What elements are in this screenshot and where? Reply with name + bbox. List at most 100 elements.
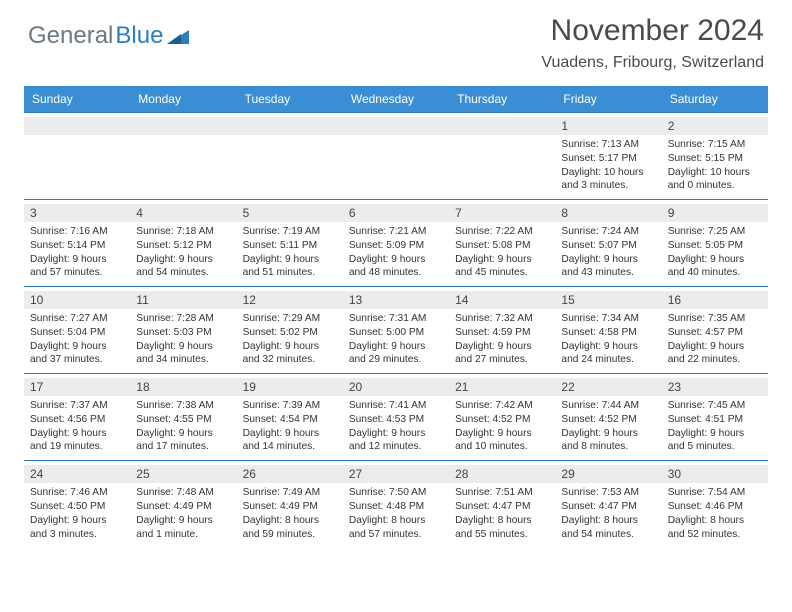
sunrise-text: Sunrise: 7:44 AM: [561, 399, 655, 413]
daylight-text: Daylight: 9 hours and 57 minutes.: [30, 253, 124, 281]
month-title: November 2024: [541, 14, 764, 48]
calendar-grid: SundayMondayTuesdayWednesdayThursdayFrid…: [0, 78, 792, 547]
day-number: 29: [555, 465, 661, 483]
calendar-day-cell: 20 Sunrise: 7:41 AMSunset: 4:53 PMDayligh…: [343, 374, 449, 460]
calendar-day-cell: 4 Sunrise: 7:18 AMSunset: 5:12 PMDaylight…: [130, 200, 236, 286]
sunrise-text: Sunrise: 7:31 AM: [349, 312, 443, 326]
day-info: Sunrise: 7:28 AMSunset: 5:03 PMDaylight:…: [136, 312, 230, 367]
daylight-text: Daylight: 9 hours and 10 minutes.: [455, 427, 549, 455]
weekday-label: Tuesday: [237, 86, 343, 112]
sunset-text: Sunset: 5:07 PM: [561, 239, 655, 253]
daylight-text: Daylight: 9 hours and 32 minutes.: [243, 340, 337, 368]
day-info: Sunrise: 7:19 AMSunset: 5:11 PMDaylight:…: [243, 225, 337, 280]
calendar-day-cell: 18Sunrise: 7:38 AMSunset: 4:55 PMDayligh…: [130, 374, 236, 460]
calendar-week-row: 24 Sunrise: 7:46 AMSunset: 4:50 PMDayligh…: [24, 460, 768, 547]
day-number: 19: [237, 378, 343, 396]
day-number: 24: [24, 465, 130, 483]
weekday-header-row: SundayMondayTuesdayWednesdayThursdayFrid…: [24, 86, 768, 112]
daylight-text: Daylight: 9 hours and 8 minutes.: [561, 427, 655, 455]
sunrise-text: Sunrise: 7:25 AM: [668, 225, 762, 239]
day-number: 4: [130, 204, 236, 222]
daylight-text: Daylight: 9 hours and 40 minutes.: [668, 253, 762, 281]
day-number: 15: [555, 291, 661, 309]
day-number: 16: [662, 291, 768, 309]
sunset-text: Sunset: 4:51 PM: [668, 413, 762, 427]
daylight-text: Daylight: 9 hours and 48 minutes.: [349, 253, 443, 281]
daylight-text: Daylight: 8 hours and 52 minutes.: [668, 514, 762, 542]
day-info: Sunrise: 7:27 AMSunset: 5:04 PMDaylight:…: [30, 312, 124, 367]
daylight-text: Daylight: 9 hours and 1 minute.: [136, 514, 230, 542]
day-number: 13: [343, 291, 449, 309]
sunset-text: Sunset: 5:15 PM: [668, 152, 762, 166]
calendar-day-cell: [130, 113, 236, 199]
day-number: 2: [662, 117, 768, 135]
sunrise-text: Sunrise: 7:24 AM: [561, 225, 655, 239]
day-number: 3: [24, 204, 130, 222]
sunrise-text: Sunrise: 7:13 AM: [561, 138, 655, 152]
daylight-text: Daylight: 8 hours and 54 minutes.: [561, 514, 655, 542]
day-info: Sunrise: 7:18 AMSunset: 5:12 PMDaylight:…: [136, 225, 230, 280]
location-text: Vuadens, Fribourg, Switzerland: [541, 54, 764, 72]
sunrise-text: Sunrise: 7:35 AM: [668, 312, 762, 326]
sunset-text: Sunset: 4:47 PM: [561, 500, 655, 514]
sunset-text: Sunset: 4:49 PM: [136, 500, 230, 514]
day-info: Sunrise: 7:21 AMSunset: 5:09 PMDaylight:…: [349, 225, 443, 280]
daylight-text: Daylight: 9 hours and 3 minutes.: [30, 514, 124, 542]
day-number: [343, 117, 449, 135]
day-number: 26: [237, 465, 343, 483]
brand-part1: General: [28, 22, 113, 50]
weekday-label: Saturday: [662, 86, 768, 112]
calendar-day-cell: 2 Sunrise: 7:15 AMSunset: 5:15 PMDaylight…: [662, 113, 768, 199]
day-number: 23: [662, 378, 768, 396]
day-number: 20: [343, 378, 449, 396]
day-info: Sunrise: 7:15 AMSunset: 5:15 PMDaylight:…: [668, 138, 762, 193]
sunrise-text: Sunrise: 7:18 AM: [136, 225, 230, 239]
day-number: 14: [449, 291, 555, 309]
calendar-day-cell: 26 Sunrise: 7:49 AMSunset: 4:49 PMDayligh…: [237, 461, 343, 547]
calendar-week-row: 10Sunrise: 7:27 AMSunset: 5:04 PMDayligh…: [24, 286, 768, 373]
day-info: Sunrise: 7:42 AMSunset: 4:52 PMDaylight:…: [455, 399, 549, 454]
day-number: 22: [555, 378, 661, 396]
sunset-text: Sunset: 5:11 PM: [243, 239, 337, 253]
calendar-day-cell: 28Sunrise: 7:51 AMSunset: 4:47 PMDayligh…: [449, 461, 555, 547]
calendar-week-row: 1Sunrise: 7:13 AMSunset: 5:17 PMDaylight…: [24, 112, 768, 199]
day-info: Sunrise: 7:51 AMSunset: 4:47 PMDaylight:…: [455, 486, 549, 541]
sunset-text: Sunset: 4:48 PM: [349, 500, 443, 514]
day-number: 17: [24, 378, 130, 396]
weekday-label: Sunday: [24, 86, 130, 112]
day-number: 18: [130, 378, 236, 396]
daylight-text: Daylight: 9 hours and 37 minutes.: [30, 340, 124, 368]
brand-part2: Blue: [115, 22, 163, 50]
sunset-text: Sunset: 4:52 PM: [561, 413, 655, 427]
day-number: 25: [130, 465, 236, 483]
day-info: Sunrise: 7:25 AMSunset: 5:05 PMDaylight:…: [668, 225, 762, 280]
calendar-day-cell: [449, 113, 555, 199]
daylight-text: Daylight: 9 hours and 29 minutes.: [349, 340, 443, 368]
calendar-day-cell: [343, 113, 449, 199]
day-info: Sunrise: 7:44 AMSunset: 4:52 PMDaylight:…: [561, 399, 655, 454]
day-info: Sunrise: 7:41 AMSunset: 4:53 PMDaylight:…: [349, 399, 443, 454]
day-number: 11: [130, 291, 236, 309]
calendar-day-cell: 23Sunrise: 7:45 AMSunset: 4:51 PMDayligh…: [662, 374, 768, 460]
day-info: Sunrise: 7:46 AMSunset: 4:50 PMDaylight:…: [30, 486, 124, 541]
sunrise-text: Sunrise: 7:21 AM: [349, 225, 443, 239]
day-info: Sunrise: 7:34 AMSunset: 4:58 PMDaylight:…: [561, 312, 655, 367]
sunrise-text: Sunrise: 7:46 AM: [30, 486, 124, 500]
calendar-day-cell: 14Sunrise: 7:32 AMSunset: 4:59 PMDayligh…: [449, 287, 555, 373]
sunset-text: Sunset: 4:49 PM: [243, 500, 337, 514]
daylight-text: Daylight: 9 hours and 12 minutes.: [349, 427, 443, 455]
day-info: Sunrise: 7:53 AMSunset: 4:47 PMDaylight:…: [561, 486, 655, 541]
daylight-text: Daylight: 9 hours and 27 minutes.: [455, 340, 549, 368]
calendar-day-cell: 17Sunrise: 7:37 AMSunset: 4:56 PMDayligh…: [24, 374, 130, 460]
sunrise-text: Sunrise: 7:48 AM: [136, 486, 230, 500]
calendar-day-cell: 11 Sunrise: 7:28 AMSunset: 5:03 PMDayligh…: [130, 287, 236, 373]
sunrise-text: Sunrise: 7:51 AM: [455, 486, 549, 500]
sunrise-text: Sunrise: 7:15 AM: [668, 138, 762, 152]
sunrise-text: Sunrise: 7:54 AM: [668, 486, 762, 500]
day-info: Sunrise: 7:49 AMSunset: 4:49 PMDaylight:…: [243, 486, 337, 541]
day-number: 8: [555, 204, 661, 222]
sunrise-text: Sunrise: 7:37 AM: [30, 399, 124, 413]
day-info: Sunrise: 7:22 AMSunset: 5:08 PMDaylight:…: [455, 225, 549, 280]
day-info: Sunrise: 7:24 AMSunset: 5:07 PMDaylight:…: [561, 225, 655, 280]
sunset-text: Sunset: 4:56 PM: [30, 413, 124, 427]
